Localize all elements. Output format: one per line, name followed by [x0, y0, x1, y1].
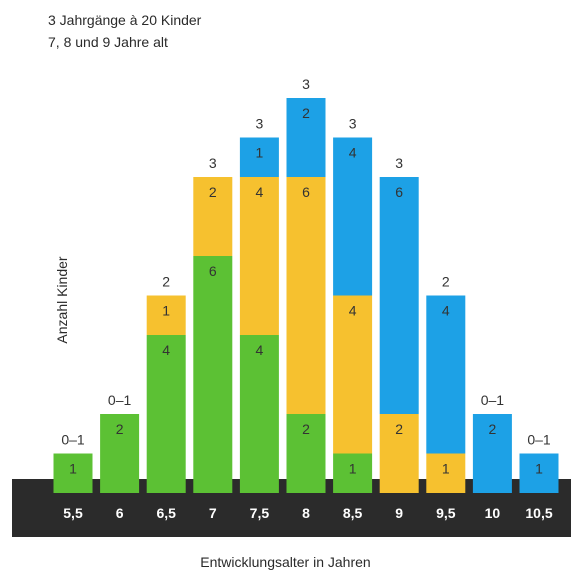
- x-tick-label: 7: [209, 505, 217, 521]
- x-tick-label: 5,5: [63, 505, 83, 521]
- x-tick-label: 6: [116, 505, 124, 521]
- bar-segment: [380, 177, 419, 414]
- bar-total-label: 3: [256, 116, 264, 132]
- segment-value-label: 1: [256, 145, 264, 161]
- stacked-bar-chart: 1 0–1 5,5 2 0–1 6 4 1 2 6,5 6 2 3 7 4 4 1 3 7,5 2 6 2 3 8 1 4 4 3 8,…: [0, 0, 571, 540]
- segment-value-label: 4: [349, 303, 357, 319]
- segment-value-label: 1: [69, 461, 77, 477]
- x-tick-label: 6,5: [156, 505, 176, 521]
- bar-total-label: 2: [442, 274, 450, 290]
- segment-value-label: 2: [209, 184, 217, 200]
- x-tick-label: 10: [485, 505, 501, 521]
- bar-total-label: 0–1: [481, 392, 505, 408]
- segment-value-label: 1: [349, 461, 357, 477]
- segment-value-label: 4: [442, 303, 450, 319]
- segment-value-label: 2: [395, 421, 403, 437]
- x-tick-label: 7,5: [250, 505, 270, 521]
- bar-total-label: 3: [349, 116, 357, 132]
- bar-segment: [333, 296, 372, 454]
- segment-value-label: 2: [302, 421, 310, 437]
- segment-value-label: 4: [256, 342, 264, 358]
- x-tick-label: 8: [302, 505, 310, 521]
- segment-value-label: 6: [302, 184, 310, 200]
- bar-total-label: 0–1: [61, 432, 85, 448]
- segment-value-label: 2: [489, 421, 497, 437]
- bar-total-label: 3: [395, 155, 403, 171]
- segment-value-label: 1: [535, 461, 543, 477]
- bar-total-label: 3: [209, 155, 217, 171]
- segment-value-label: 2: [302, 105, 310, 121]
- segment-value-label: 4: [256, 184, 264, 200]
- segment-value-label: 4: [162, 342, 170, 358]
- bar-total-label: 0–1: [527, 432, 551, 448]
- bar-segment: [333, 138, 372, 296]
- segment-value-label: 4: [349, 145, 357, 161]
- bar-total-label: 3: [302, 76, 310, 92]
- y-axis-label: Anzahl Kinder: [54, 256, 70, 343]
- bar-segment: [287, 177, 326, 414]
- segment-value-label: 2: [116, 421, 124, 437]
- segment-value-label: 1: [442, 461, 450, 477]
- x-tick-label: 9: [395, 505, 403, 521]
- bar-total-label: 2: [162, 274, 170, 290]
- segment-value-label: 6: [395, 184, 403, 200]
- segment-value-label: 6: [209, 263, 217, 279]
- bar-total-label: 0–1: [108, 392, 132, 408]
- bar-segment: [147, 335, 186, 493]
- bar-segment: [426, 296, 465, 454]
- x-axis-label: Entwicklungsalter in Jahren: [0, 554, 571, 570]
- x-tick-label: 10,5: [525, 505, 552, 521]
- x-tick-label: 9,5: [436, 505, 456, 521]
- x-tick-label: 8,5: [343, 505, 363, 521]
- bar-segment: [240, 177, 279, 335]
- segment-value-label: 1: [162, 303, 170, 319]
- bar-segment: [240, 335, 279, 493]
- bar-segment: [193, 256, 232, 493]
